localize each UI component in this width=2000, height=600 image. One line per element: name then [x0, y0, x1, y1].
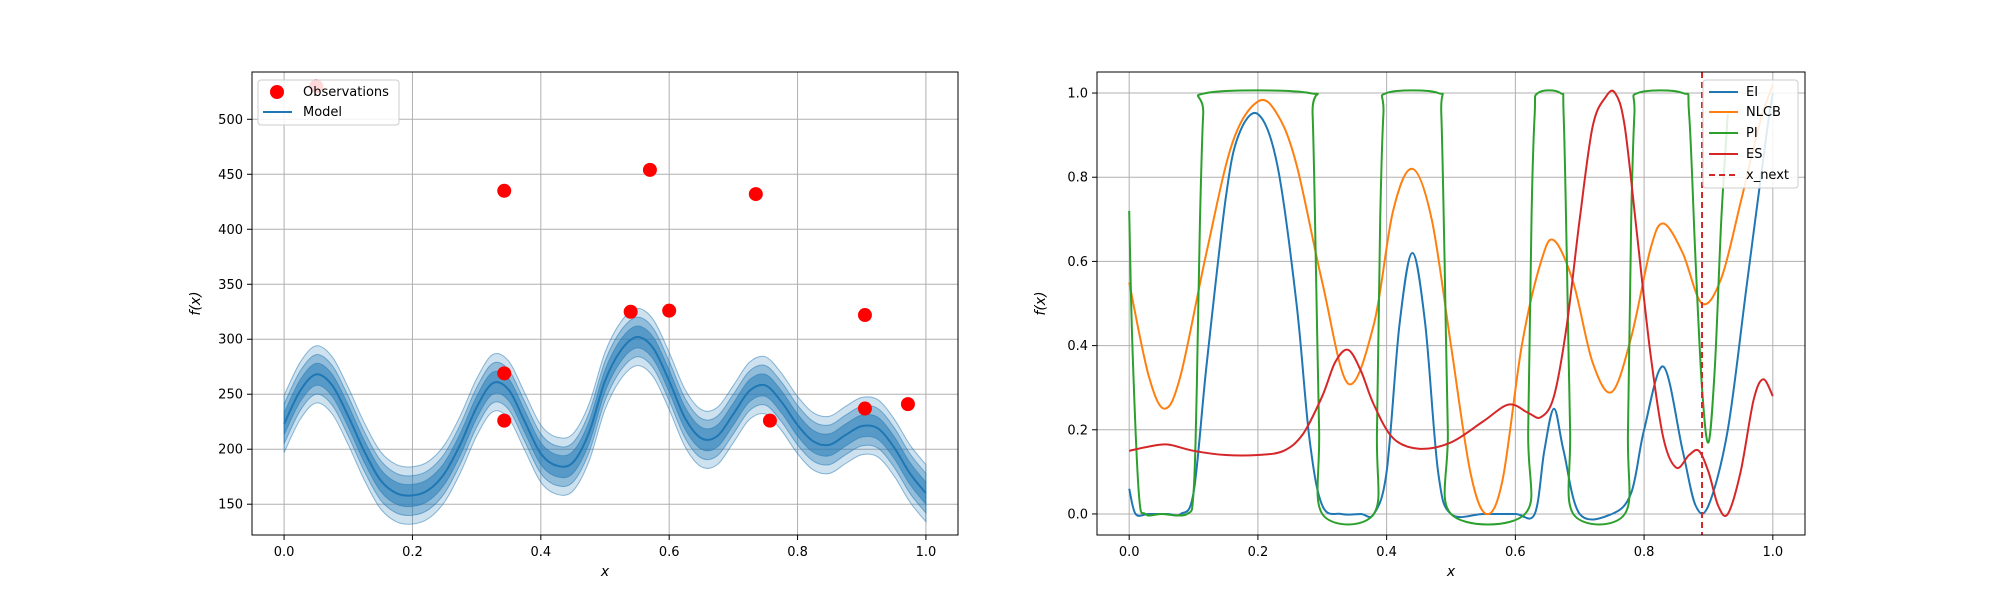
observation-point — [497, 183, 512, 198]
series-line-nlcb — [1128, 84, 1774, 516]
x-tick-label: 0.6 — [659, 545, 680, 560]
x-tick-label: 0.0 — [1119, 545, 1140, 560]
legend-xnext-label: x_next — [1746, 168, 1789, 183]
model-chart-frame — [251, 71, 959, 536]
y-tick-label: 500 — [218, 113, 243, 128]
y-tick-label: 0.6 — [1067, 255, 1088, 270]
acquisition-chart-xlabel: x — [1446, 564, 1456, 580]
acquisition-chart-ticks: 0.0 0.2 0.4 0.6 0.8 1.0 0.0 0.2 0.4 0.6 0.8 1.0 — [1067, 87, 1783, 560]
legend-observations-label: Observations — [303, 85, 389, 100]
y-tick-label: 0.8 — [1067, 171, 1088, 186]
model-chart-legend: Observations Model — [257, 79, 400, 126]
series-line-pi — [1128, 89, 1729, 526]
observation-point — [900, 397, 915, 412]
x-tick-label: 0.8 — [1634, 545, 1655, 560]
x-tick-label: 0.2 — [1248, 545, 1269, 560]
x-tick-label: 0.4 — [530, 545, 551, 560]
legend-ei-label: EI — [1746, 85, 1758, 100]
acquisition-chart-ylabel: f(x) — [1033, 291, 1049, 315]
observation-point — [748, 187, 763, 202]
acquisition-chart-frame — [1096, 71, 1806, 536]
x-tick-label: 0.8 — [787, 545, 808, 560]
y-tick-label: 400 — [218, 223, 243, 238]
model-uncertainty-bands — [283, 307, 927, 525]
y-tick-label: 1.0 — [1067, 87, 1088, 102]
observation-point — [623, 304, 638, 319]
acquisition-chart: 0.0 0.2 0.4 0.6 0.8 1.0 0.0 0.2 0.4 0.6 0.8 1.0 x f… — [1033, 71, 1806, 580]
y-tick-label: 450 — [218, 168, 243, 183]
legend-box — [1702, 79, 1799, 189]
x-tick-label: 1.0 — [1762, 545, 1783, 560]
observation-point — [642, 162, 657, 177]
y-tick-label: 350 — [218, 278, 243, 293]
series-line-ei — [1128, 92, 1774, 521]
y-tick-label: 0.0 — [1067, 507, 1088, 522]
observation-point — [497, 413, 512, 428]
legend-model-label: Model — [303, 105, 342, 120]
y-tick-label: 250 — [218, 388, 243, 403]
y-tick-label: 0.4 — [1067, 339, 1088, 354]
x-tick-label: 1.0 — [916, 545, 937, 560]
observation-point — [857, 308, 872, 323]
x-tick-label: 0.4 — [1376, 545, 1397, 560]
legend-observations-marker — [270, 85, 284, 99]
x-tick-label: 0.0 — [274, 545, 295, 560]
series-line-es — [1128, 89, 1774, 518]
model-chart-ylabel: f(x) — [188, 291, 204, 315]
acquisition-chart-legend: EI NLCB PI ES x_next — [1702, 79, 1799, 189]
observation-point — [857, 401, 872, 416]
x-tick-label: 0.6 — [1505, 545, 1526, 560]
model-mean-line — [283, 336, 927, 497]
observation-point — [497, 366, 512, 381]
legend-box — [257, 79, 400, 126]
model-lines — [283, 336, 927, 497]
y-tick-label: 200 — [218, 443, 243, 458]
model-chart: 0.0 0.2 0.4 0.6 0.8 1.0 150 200 250 300 350 400 450 5… — [188, 71, 959, 580]
y-tick-label: 0.2 — [1067, 423, 1088, 438]
model-chart-ticks: 0.0 0.2 0.4 0.6 0.8 1.0 150 200 250 300 350 400 450 5… — [218, 113, 936, 560]
acquisition-lines — [1128, 84, 1774, 526]
acquisition-chart-grid — [1097, 72, 1805, 535]
legend-nlcb-label: NLCB — [1746, 105, 1781, 120]
legend-es-label: ES — [1746, 147, 1762, 162]
y-tick-label: 150 — [218, 498, 243, 513]
y-tick-label: 300 — [218, 333, 243, 348]
x-tick-label: 0.2 — [402, 545, 423, 560]
model-chart-xlabel: x — [600, 564, 610, 580]
legend-pi-label: PI — [1746, 126, 1758, 141]
model-chart-grid — [252, 72, 958, 535]
observation-point — [762, 413, 777, 428]
observation-point — [662, 303, 677, 318]
observation-points — [309, 79, 915, 428]
